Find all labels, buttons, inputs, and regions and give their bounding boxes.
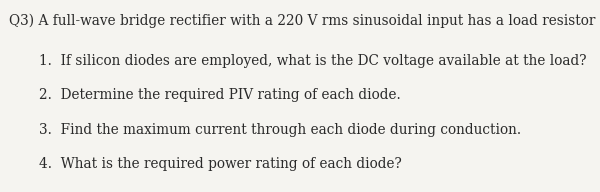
Text: 4.  What is the required power rating of each diode?: 4. What is the required power rating of …: [39, 157, 402, 171]
Text: 3.  Find the maximum current through each diode during conduction.: 3. Find the maximum current through each…: [39, 123, 521, 137]
Text: 1.  If silicon diodes are employed, what is the DC voltage available at the load: 1. If silicon diodes are employed, what …: [39, 54, 587, 68]
Text: 2.  Determine the required PIV rating of each diode.: 2. Determine the required PIV rating of …: [39, 88, 401, 102]
Text: Q3) A full-wave bridge rectifier with a 220 V rms sinusoidal input has a load re: Q3) A full-wave bridge rectifier with a …: [9, 13, 600, 28]
